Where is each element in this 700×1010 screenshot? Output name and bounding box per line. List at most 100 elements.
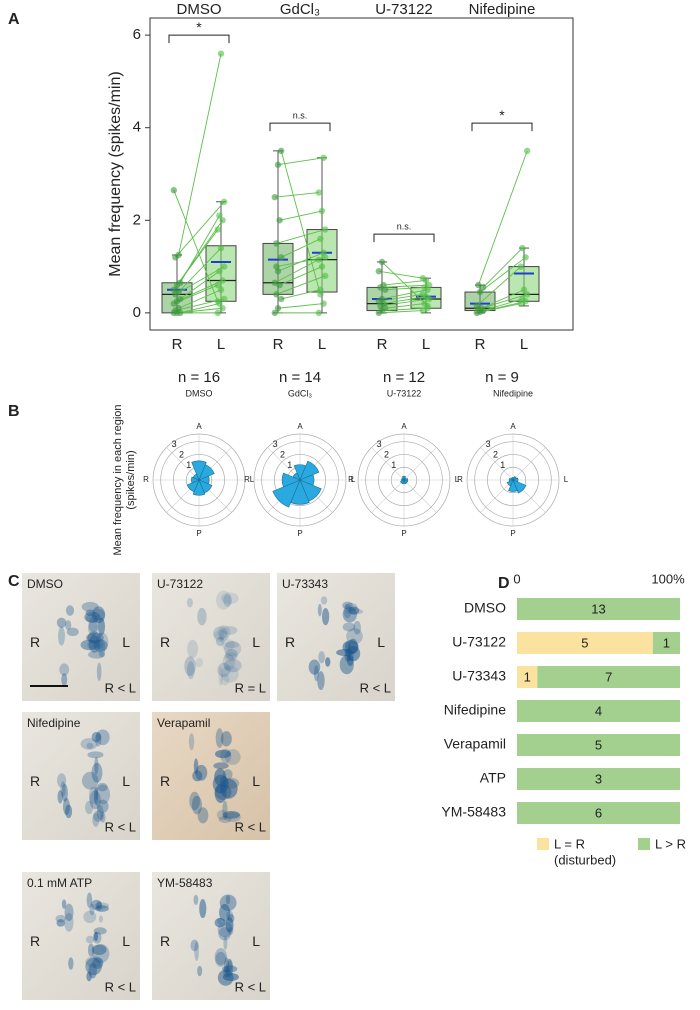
panel-letter: A (8, 11, 20, 28)
stain (220, 731, 232, 747)
image-left: R (30, 634, 40, 650)
pair-line (477, 150, 528, 286)
category-label: U-73122 (452, 634, 506, 650)
pair-line (276, 275, 326, 295)
r-tick-label: 1 (391, 460, 396, 470)
rose-sector (402, 475, 406, 481)
pair-line (381, 307, 428, 312)
pair-line (383, 280, 427, 286)
point (522, 254, 529, 261)
polar-ring (261, 441, 339, 519)
x-tick-label: R (377, 336, 388, 353)
point (175, 251, 182, 259)
stain (222, 769, 233, 780)
polar-ring (499, 466, 527, 494)
stain (227, 960, 233, 973)
point (219, 277, 226, 284)
stain (217, 917, 222, 924)
bar-label: 5 (595, 737, 602, 752)
polar-ring (487, 454, 539, 506)
image-right: L (252, 773, 260, 789)
stain (68, 957, 74, 970)
direction-label: R (244, 475, 250, 484)
rose-sector (508, 478, 514, 482)
point (419, 291, 426, 298)
y-tick-label: 6 (133, 26, 141, 43)
rose-sector (186, 479, 200, 493)
y-tick-label: 2 (133, 211, 141, 228)
stain (85, 614, 98, 623)
stain (95, 732, 102, 747)
rose-sector (401, 477, 405, 481)
pair-line (178, 247, 222, 293)
pair-line (381, 289, 428, 300)
group-title: DMSO (177, 1, 222, 18)
stain (225, 895, 231, 905)
stain (339, 654, 354, 675)
image-label: DMSO (27, 577, 63, 591)
stain (215, 749, 232, 759)
point (221, 295, 228, 303)
pair-line (178, 53, 222, 256)
r-tick-label: 3 (486, 439, 491, 449)
r-tick-label: 1 (287, 460, 292, 470)
image-tile (22, 712, 140, 840)
stain (86, 632, 104, 643)
stain (224, 749, 241, 765)
image-result: R < L (105, 680, 136, 695)
box (508, 266, 540, 302)
bar-segment (517, 632, 653, 654)
bar-label: 5 (581, 635, 588, 650)
bar-label: 1 (663, 635, 670, 650)
r-tick-label: 2 (179, 449, 184, 459)
point (315, 189, 322, 196)
pair-line (175, 266, 225, 295)
direction-label: A (297, 422, 303, 431)
point (170, 187, 177, 194)
r-tick-label: 2 (280, 449, 285, 459)
polar-title: GdCl₃ (288, 388, 313, 398)
stain (65, 804, 73, 819)
x-tick-label: R (172, 336, 183, 353)
point (378, 295, 386, 303)
image-left: R (30, 773, 40, 789)
image-tile (22, 872, 140, 1000)
point (271, 309, 278, 317)
pair-line (478, 293, 528, 310)
stain (80, 738, 98, 750)
stain (91, 944, 107, 955)
stain (219, 903, 231, 922)
stain (61, 783, 68, 802)
stain (220, 665, 239, 683)
stain (88, 962, 97, 979)
stain (219, 628, 224, 643)
point (175, 305, 182, 312)
direction-label: L (351, 475, 356, 484)
point (278, 147, 285, 155)
stain (195, 764, 208, 781)
pair-line (281, 289, 321, 300)
stain (223, 966, 230, 978)
stain (81, 771, 99, 790)
stain (213, 629, 229, 643)
category-label: U-73343 (452, 668, 506, 684)
x-tick-label: R (475, 336, 486, 353)
point (318, 207, 326, 215)
stain (222, 653, 236, 671)
point (273, 291, 280, 298)
pair-line (381, 261, 428, 307)
stain (89, 903, 95, 916)
point (217, 50, 225, 57)
point (478, 305, 485, 312)
stain (213, 626, 228, 640)
pair-line (276, 229, 326, 244)
point (214, 226, 221, 233)
group-title: Nifedipine (469, 1, 536, 18)
x-tick-label: 0 (513, 571, 520, 586)
r-tick-label: 2 (384, 449, 389, 459)
image-result: R < L (360, 680, 391, 695)
stain (65, 620, 72, 631)
x-tick-label: L (217, 336, 225, 353)
stain (342, 640, 359, 654)
y-axis-label: (spikes/min) (125, 450, 137, 509)
